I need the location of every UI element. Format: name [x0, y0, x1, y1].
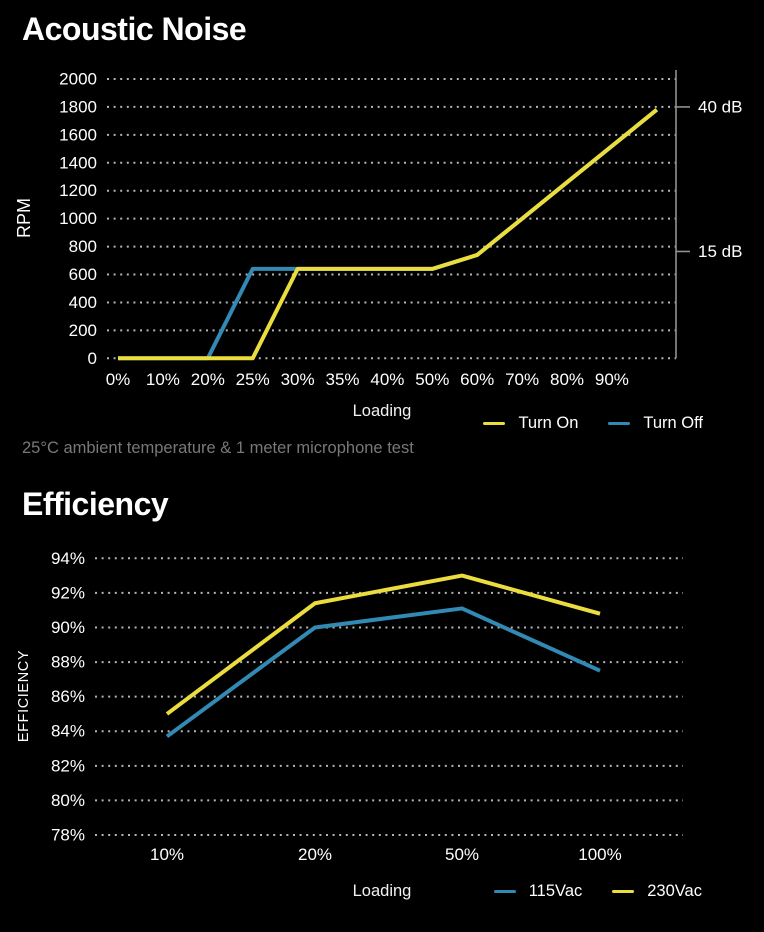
- x-tick-label: 100%: [578, 845, 621, 864]
- series-line-230vac: [165, 573, 601, 716]
- y-axis-title: EFFICIENCY: [16, 650, 32, 742]
- y-tick-label: 400: [69, 293, 97, 312]
- y-tick-label: 1000: [59, 209, 97, 228]
- efficiency-title: Efficiency: [22, 486, 169, 522]
- legend-item-230vac: 230Vac: [612, 882, 702, 901]
- x-tick-label: 10%: [150, 845, 184, 864]
- efficiency-legend: 115Vac 230Vac: [493, 882, 702, 901]
- x-tick-label: 0%: [106, 370, 131, 389]
- legend-item-turn-off: Turn Off: [608, 414, 703, 433]
- y-tick-label: 78%: [51, 826, 85, 845]
- x-tick-label: 80%: [550, 370, 584, 389]
- acoustic-x-axis-label: Loading: [352, 402, 412, 420]
- legend-label-115vac: 115Vac: [528, 882, 583, 900]
- efficiency-x-axis-label: Loading: [352, 882, 412, 900]
- x-tick-labels: 0% 10% 20% 25% 30% 35% 40% 50% 60% 70% 80% 90%: [106, 370, 629, 389]
- x-tick-label: 20%: [298, 845, 332, 864]
- gridlines: 0 200 400 600 800 1000 1200 1400 1600 1800 2000: [59, 70, 676, 368]
- legend-swatch-230vac: [612, 889, 635, 894]
- acoustic-under-row: Loading Turn On Turn Off 25°C ambient tem…: [0, 390, 764, 470]
- y-tick-label: 800: [69, 237, 97, 256]
- x-tick-labels: 10% 20% 50% 100%: [150, 845, 622, 864]
- y-tick-label: 1800: [59, 97, 97, 116]
- y-tick-label: 1200: [59, 181, 97, 200]
- legend-label-turn-off: Turn Off: [643, 414, 703, 432]
- y-axis-title: RPM: [14, 198, 34, 238]
- x-tick-label: 40%: [370, 370, 404, 389]
- acoustic-noise-chart: 0 200 400 600 800 1000 1200 1400 1600 1800 2000 0% 1…: [14, 70, 742, 390]
- acoustic-noise-title: Acoustic Noise: [22, 11, 247, 47]
- y-tick-label: 2000: [59, 70, 97, 89]
- right-db-axis: 40 dB 15 dB: [675, 70, 742, 359]
- legend-label-230vac: 230Vac: [647, 882, 702, 900]
- x-tick-label: 35%: [325, 370, 359, 389]
- x-tick-label: 10%: [146, 370, 180, 389]
- x-tick-label: 70%: [505, 370, 539, 389]
- db-tick-label-15-db: 15 dB: [698, 242, 742, 261]
- efficiency-under-row: Loading 115Vac 230Vac: [0, 870, 764, 932]
- y-tick-label: 82%: [51, 756, 85, 775]
- x-tick-label: 30%: [281, 370, 315, 389]
- legend-swatch-turn-on: [483, 421, 506, 426]
- legend-swatch-115vac: [493, 889, 516, 894]
- series-line-turn-on: [118, 108, 659, 361]
- gridlines: 78% 80% 82% 84% 86% 88% 90% 92% 94%: [51, 549, 683, 845]
- y-tick-label: 80%: [51, 791, 85, 810]
- y-tick-label: 0: [88, 349, 97, 368]
- x-tick-label: 20%: [191, 370, 225, 389]
- y-tick-label: 86%: [51, 687, 85, 706]
- y-tick-label: 90%: [51, 618, 85, 637]
- legend-swatch-turn-off: [608, 421, 631, 426]
- legend-item-115vac: 115Vac: [493, 882, 583, 901]
- x-tick-label: 25%: [236, 370, 270, 389]
- y-tick-label: 1600: [59, 125, 97, 144]
- y-tick-label: 1400: [59, 153, 97, 172]
- db-tick-label-40-db: 40 dB: [698, 97, 742, 116]
- acoustic-noise-section: Acoustic Noise 0 200 400 600 800 1000 1200 1400…: [0, 11, 764, 470]
- x-tick-label: 90%: [595, 370, 629, 389]
- x-tick-label: 50%: [445, 845, 479, 864]
- efficiency-chart: 78% 80% 82% 84% 86% 88% 90% 92% 94% 10% 20% 50% 100%…: [16, 549, 683, 864]
- y-tick-label: 88%: [51, 653, 85, 672]
- legend-label-turn-on: Turn On: [518, 414, 579, 432]
- efficiency-section: Efficiency 78% 80% 82% 84% 86% 88% 90% 92% 94% 10…: [0, 470, 764, 932]
- y-tick-label: 94%: [51, 549, 85, 568]
- x-tick-label: 50%: [415, 370, 449, 389]
- series-line-turn-off: [118, 108, 659, 361]
- legend-item-turn-on: Turn On: [483, 414, 578, 433]
- y-tick-label: 200: [69, 321, 97, 340]
- x-tick-label: 60%: [460, 370, 494, 389]
- y-tick-label: 600: [69, 265, 97, 284]
- y-tick-label: 92%: [51, 583, 85, 602]
- y-tick-label: 84%: [51, 722, 85, 741]
- series-line-115vac: [165, 606, 601, 739]
- acoustic-footnote: 25°C ambient temperature & 1 meter micro…: [22, 439, 414, 457]
- acoustic-legend: Turn On Turn Off: [483, 414, 703, 433]
